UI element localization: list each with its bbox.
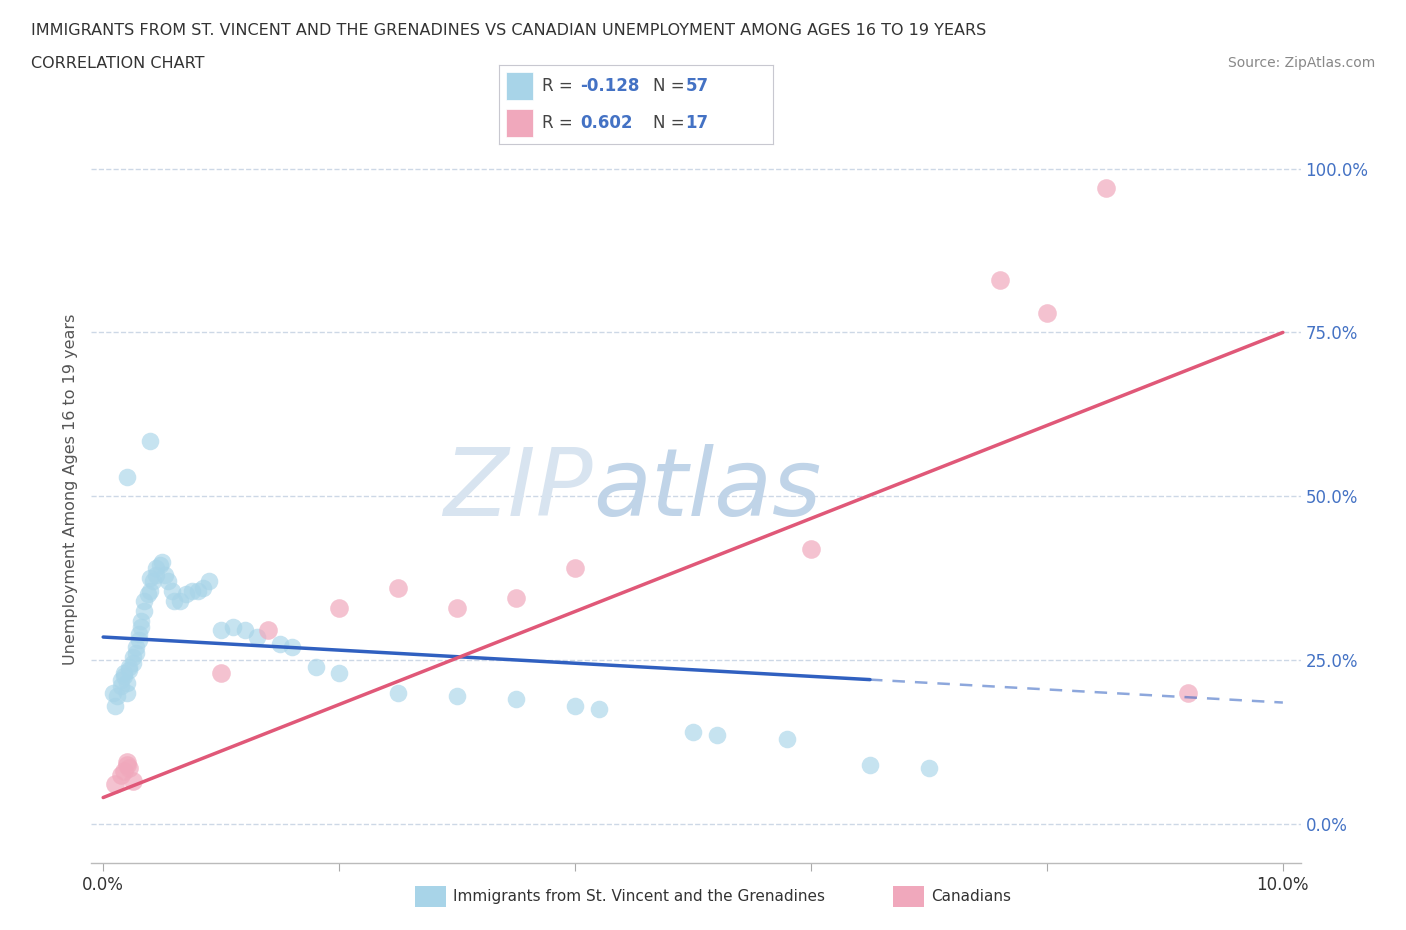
Point [564, 698, 586, 713]
Point [134, 593, 156, 608]
Point [160, 584, 183, 599]
Bar [506, 110, 533, 137]
Point [104, 698, 127, 713]
Point [505, 591, 527, 605]
Point [118, 761, 141, 776]
Point [387, 685, 409, 700]
Text: 57: 57 [686, 77, 709, 95]
Text: N =: N = [652, 77, 689, 95]
Point [150, 554, 173, 569]
Point [387, 580, 409, 595]
Point [193, 580, 215, 595]
Point [105, 688, 128, 703]
Point [174, 587, 197, 602]
Text: Canadians: Canadians [931, 889, 1011, 904]
Point [446, 600, 468, 615]
Point [110, 672, 132, 687]
Point [180, 584, 202, 599]
Point [800, 541, 823, 556]
Point [588, 701, 610, 716]
Text: atlas: atlas [593, 445, 821, 535]
Point [682, 724, 704, 739]
Point [328, 600, 350, 615]
Point [269, 636, 291, 651]
Point [328, 666, 350, 681]
Point [128, 633, 150, 648]
Point [859, 757, 882, 772]
Point [139, 433, 162, 448]
Point [142, 574, 165, 589]
Point [706, 728, 728, 743]
Point [125, 640, 148, 655]
Text: IMMIGRANTS FROM ST. VINCENT AND THE GRENADINES VS CANADIAN UNEMPLOYMENT AMONG AG: IMMIGRANTS FROM ST. VINCENT AND THE GREN… [31, 23, 986, 38]
Point [112, 666, 135, 681]
Y-axis label: Unemployment Among Ages 16 to 19 years: Unemployment Among Ages 16 to 19 years [62, 314, 77, 665]
Text: -0.128: -0.128 [581, 77, 640, 95]
Point [115, 675, 138, 690]
Point [198, 574, 221, 589]
Point [118, 659, 141, 674]
Point [153, 567, 176, 582]
Point [564, 561, 586, 576]
Point [128, 626, 150, 641]
Point [245, 630, 267, 644]
Point [110, 767, 132, 782]
Point [304, 659, 326, 674]
Point [129, 619, 152, 634]
Text: 0.602: 0.602 [581, 114, 633, 132]
Point [988, 272, 1011, 287]
Point [104, 777, 127, 791]
Point [149, 558, 172, 573]
Text: CORRELATION CHART: CORRELATION CHART [31, 56, 204, 71]
Point [118, 662, 141, 677]
Point [121, 774, 143, 789]
Point [446, 688, 468, 703]
Point [222, 619, 245, 634]
Text: R =: R = [541, 77, 578, 95]
Bar [506, 73, 533, 100]
Point [112, 764, 135, 778]
Point [1036, 305, 1059, 320]
Point [101, 685, 124, 700]
Point [129, 613, 152, 628]
Point [187, 584, 209, 599]
Point [136, 587, 159, 602]
Point [776, 731, 799, 746]
Point [121, 649, 143, 664]
Point [134, 604, 156, 618]
Point [157, 574, 180, 589]
Point [115, 754, 138, 769]
Point [163, 593, 186, 608]
Point [1095, 180, 1118, 195]
Point [257, 623, 280, 638]
Text: Immigrants from St. Vincent and the Grenadines: Immigrants from St. Vincent and the Gren… [453, 889, 825, 904]
Text: Source: ZipAtlas.com: Source: ZipAtlas.com [1227, 56, 1375, 70]
Text: N =: N = [652, 114, 689, 132]
Point [209, 666, 232, 681]
Point [115, 685, 138, 700]
Point [145, 561, 167, 576]
Point [115, 757, 138, 772]
Point [209, 623, 232, 638]
Text: 17: 17 [686, 114, 709, 132]
Point [125, 646, 148, 661]
Point [115, 469, 138, 484]
Point [169, 593, 191, 608]
Text: R =: R = [541, 114, 578, 132]
Point [110, 679, 132, 694]
Point [139, 571, 162, 586]
Point [918, 761, 941, 776]
Text: ZIP: ZIP [443, 445, 593, 535]
Point [139, 584, 162, 599]
Point [1177, 685, 1199, 700]
Point [145, 567, 167, 582]
Point [112, 669, 135, 684]
Point [505, 692, 527, 707]
Point [281, 640, 304, 655]
Point [121, 656, 143, 671]
Point [233, 623, 256, 638]
